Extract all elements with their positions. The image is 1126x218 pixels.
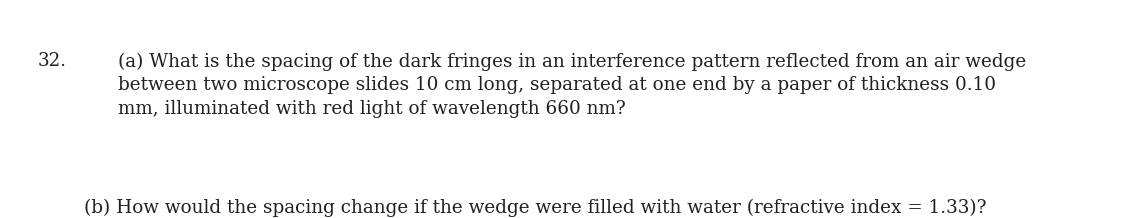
Text: 32.: 32. (37, 52, 66, 70)
Text: (a) What is the spacing of the dark fringes in an interference pattern reflected: (a) What is the spacing of the dark frin… (118, 52, 1027, 118)
Text: (b) How would the spacing change if the wedge were filled with water (refractive: (b) How would the spacing change if the … (84, 198, 988, 217)
